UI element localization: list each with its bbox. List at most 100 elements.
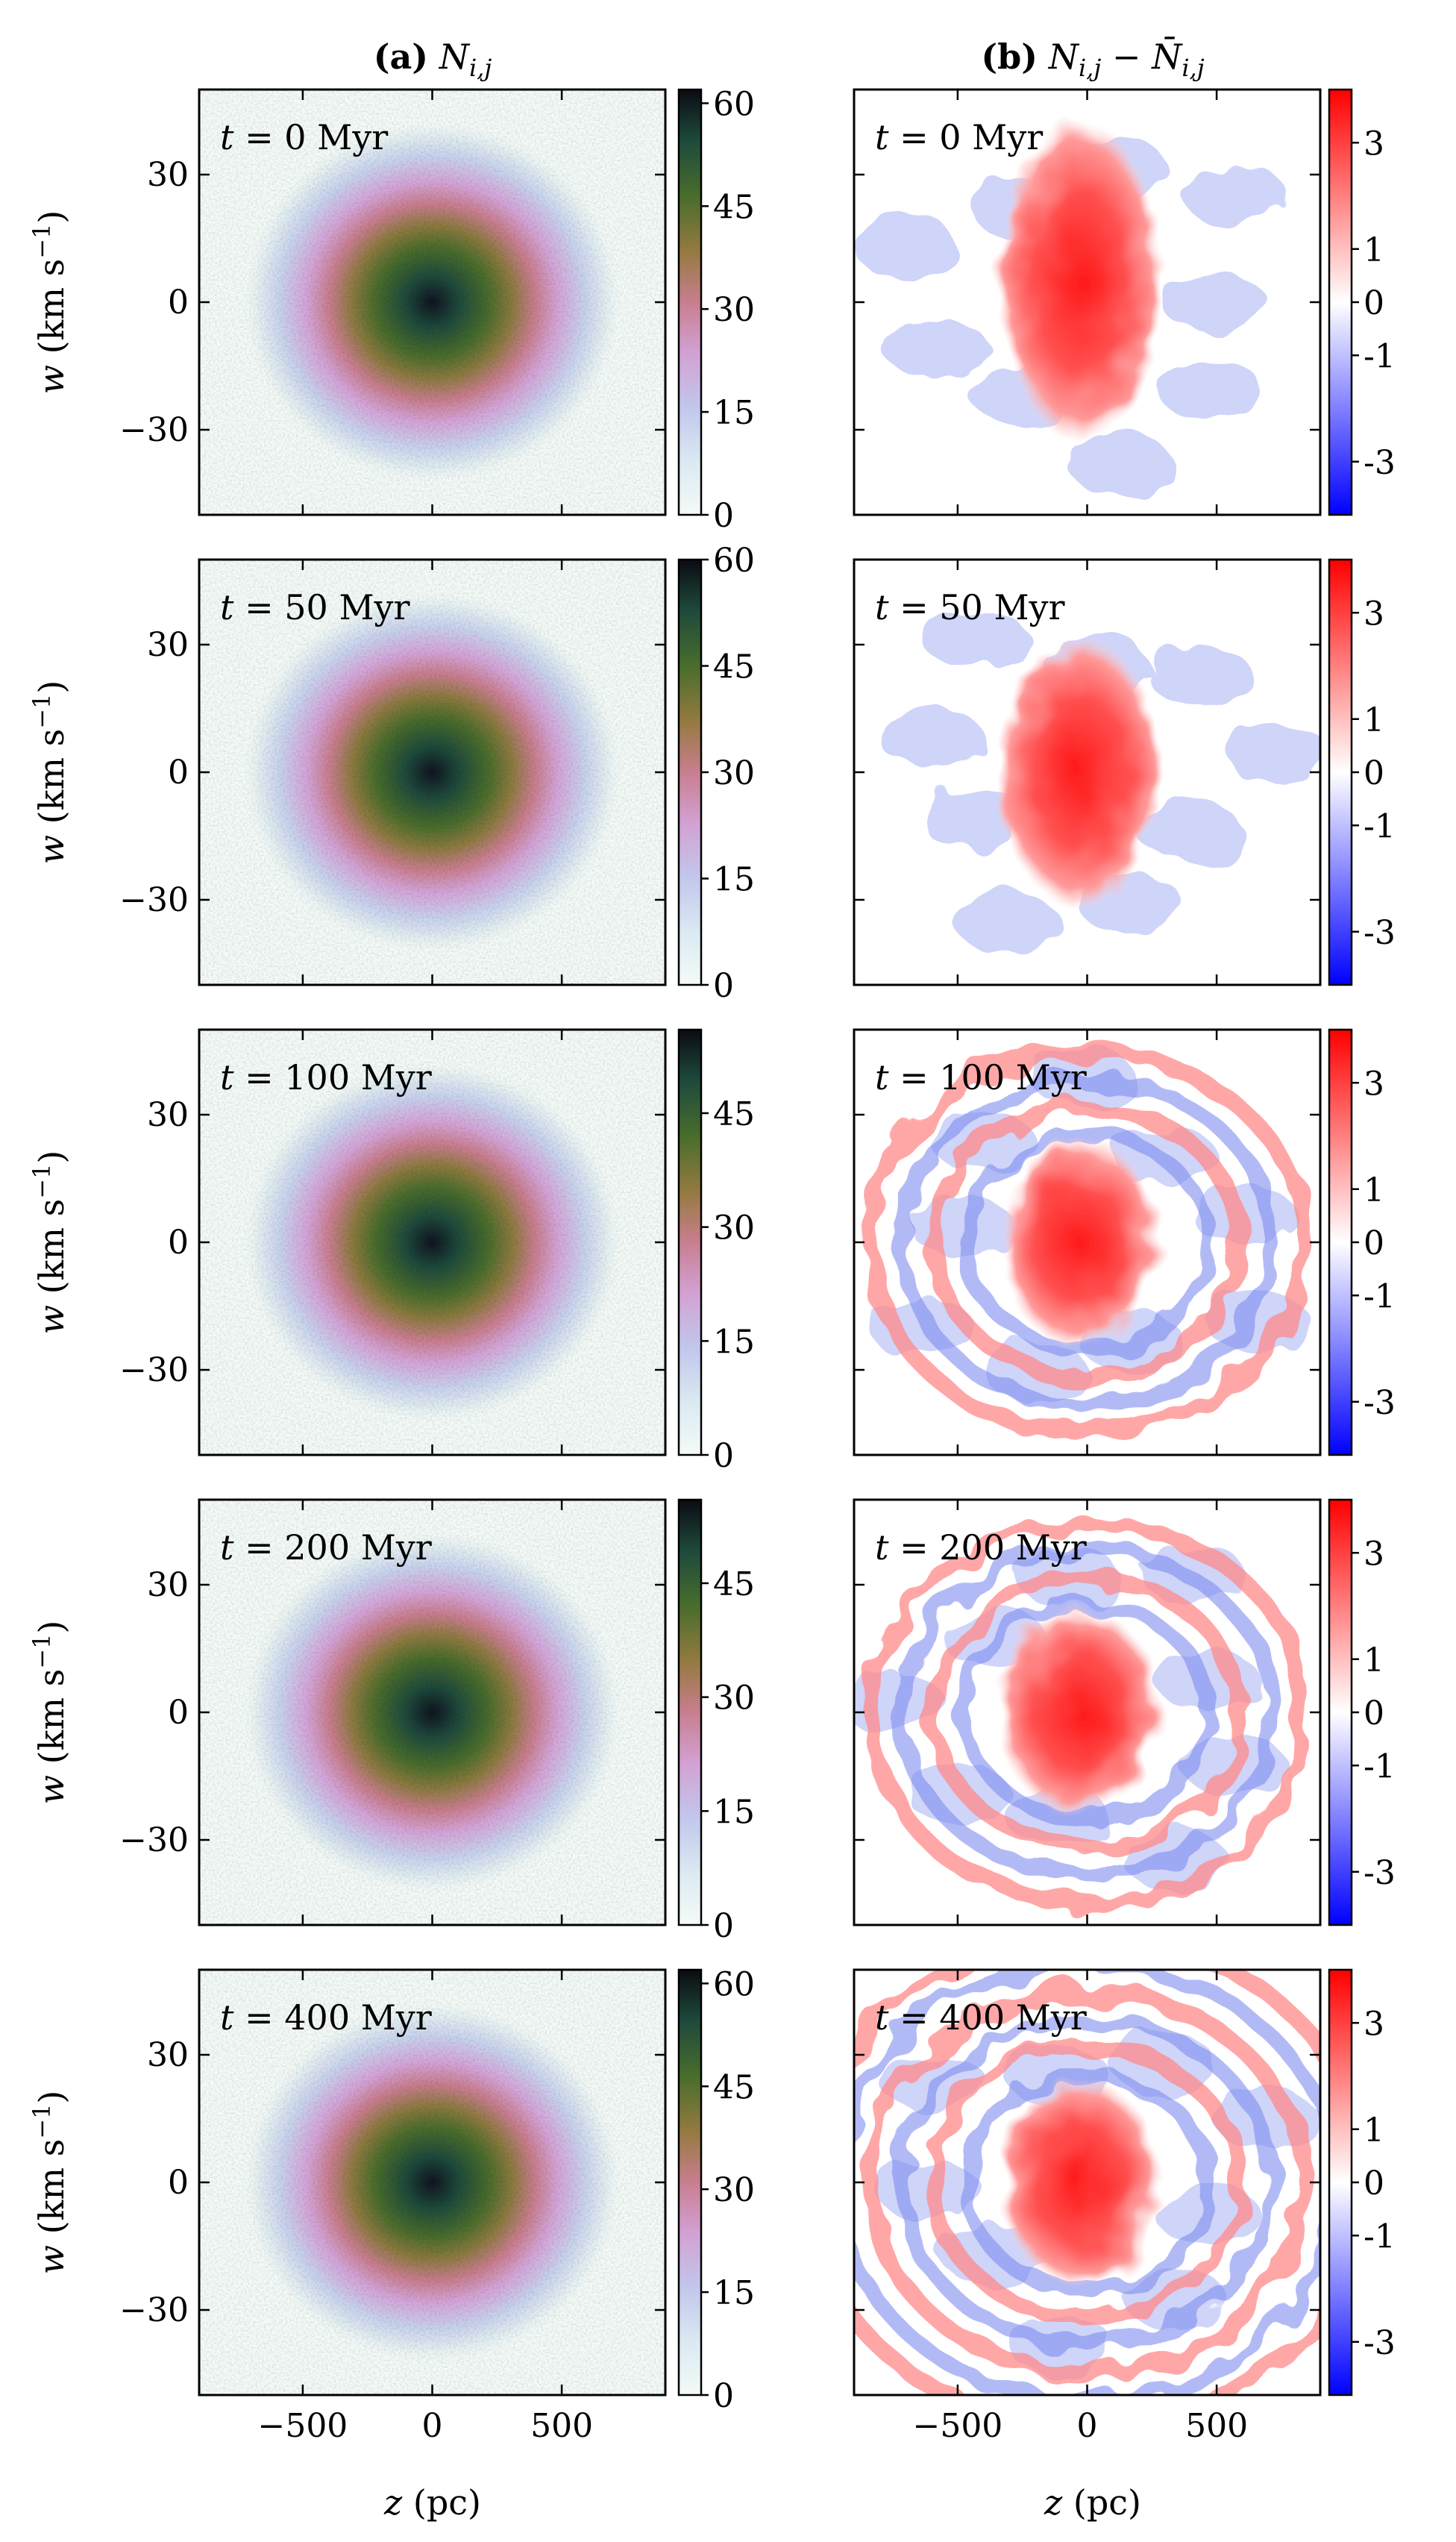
- colorbar-tick-label: 1: [1364, 2111, 1384, 2150]
- y-tick-label: −30: [119, 2291, 189, 2329]
- negative-patch: [955, 892, 1060, 953]
- residual-positive-core: [997, 2078, 1162, 2287]
- colorbar-tick-label: 45: [713, 648, 755, 686]
- colorbar-tick-label: 30: [713, 754, 755, 792]
- density-noise: [199, 1970, 665, 2395]
- negative-patch: [922, 608, 1027, 669]
- time-label: t = 400 Myr: [220, 1997, 432, 2038]
- colorbar-tick-label: -1: [1364, 807, 1396, 845]
- colorbar-gradient: [1328, 88, 1353, 516]
- density-noise: [199, 1030, 665, 1455]
- time-label: t = 50 Myr: [220, 587, 410, 627]
- panel-a-title-symbol: N: [439, 37, 471, 77]
- panel-b-colorbar: 3 1 0 -1 -3: [1328, 1968, 1396, 2397]
- y-tick-label: 30: [147, 2036, 189, 2074]
- residual-rings: [854, 1970, 1320, 2395]
- time-label: t = 200 Myr: [875, 1527, 1087, 1568]
- positive-core: [997, 1138, 1162, 1347]
- colorbar-tick-label: 1: [1364, 1641, 1384, 1679]
- colorbar-tick-label: 0: [713, 1437, 734, 1475]
- panel-b-colorbar: 3 1 0 -1 -3: [1328, 1498, 1396, 1926]
- time-label: t = 400 Myr: [875, 1997, 1087, 2038]
- residual-rings: [862, 1044, 1312, 1441]
- positive-ring: [926, 2040, 1249, 2325]
- y-axis-label: w (km s−1): [28, 1621, 72, 1805]
- x-axis-label-a: z (pc): [383, 2482, 481, 2523]
- negative-ring: [958, 1598, 1217, 1826]
- colorbar-gradient: [1328, 558, 1353, 986]
- colorbar-tick-label: 0: [1364, 754, 1384, 792]
- y-tick-label: 0: [168, 1694, 189, 1732]
- y-axis-label: w (km s−1): [28, 2091, 72, 2275]
- y-tick-label: 30: [147, 1096, 189, 1134]
- y-tick-label: 0: [168, 284, 189, 322]
- y-tick-label: 0: [168, 1224, 189, 1262]
- panel-b-colorbar: 3 1 0 -1 -3: [1328, 558, 1396, 986]
- residual-rings: [862, 1514, 1312, 1911]
- panel-b-row-1: t = 50 Myr 3 1 0 -1 -3: [853, 558, 1396, 986]
- x-tick-label: −500: [912, 2407, 1002, 2445]
- density-noise: [199, 1500, 665, 1925]
- colorbar-tick-label: -3: [1364, 1384, 1396, 1422]
- panel-b-row-2: t = 100 Myr 3 1 0 -1 -3: [853, 1028, 1396, 1456]
- positive-core: [997, 1608, 1162, 1817]
- time-label: t = 200 Myr: [220, 1527, 432, 1568]
- panel-a-row-1: 30 0 −30 t = 50 Myr w (km s−1) 0 15 30 45 60: [28, 542, 755, 1005]
- y-tick-label: 30: [147, 626, 189, 664]
- panel-a-row-3: 30 0 −30 t = 200 Myr w (km s−1) 0 15 30 45: [28, 1498, 755, 1945]
- colorbar-gradient: [1328, 1498, 1353, 1926]
- x-axis-label-b: z (pc): [1044, 2482, 1141, 2523]
- time-label: t = 100 Myr: [220, 1057, 432, 1098]
- colorbar-tick-label: 15: [713, 394, 755, 432]
- colorbar-tick-label: 60: [713, 85, 755, 123]
- panel-a-colorbar: 0 15 30 45 60: [677, 85, 755, 535]
- panel-a-title-bold: (a): [374, 37, 428, 77]
- panel-b-title-bold: (b): [981, 37, 1038, 77]
- negative-patch: [1158, 360, 1263, 420]
- negative-patch: [1183, 166, 1288, 226]
- panel-b-colorbar: 3 1 0 -1 -3: [1328, 88, 1396, 516]
- panel-a-title-subscript: i,j: [469, 54, 492, 82]
- colorbar-tick-label: -3: [1364, 1854, 1396, 1892]
- colorbar-tick-label: 60: [713, 542, 755, 580]
- negative-patch: [1228, 726, 1320, 786]
- colorbar-tick-label: 3: [1364, 1065, 1384, 1103]
- negative-ring: [958, 2068, 1217, 2297]
- y-tick-label: 30: [147, 156, 189, 194]
- positive-ring: [862, 1044, 1312, 1441]
- x-tick-label: 0: [1077, 2407, 1098, 2445]
- density-noise: [199, 90, 665, 515]
- negative-patch: [1161, 272, 1267, 332]
- panel-a-colorbar: 0 15 30 45 60: [677, 1965, 755, 2415]
- y-axis-label: w (km s−1): [28, 1151, 72, 1335]
- residual-positive-core: [997, 1138, 1162, 1347]
- colorbar-tick-label: 1: [1364, 231, 1384, 269]
- colorbar-tick-label: -3: [1364, 444, 1396, 482]
- colorbar-gradient: [1328, 1968, 1353, 2397]
- panel-b-row-0: t = 0 Myr 3 1 0 -1 -3: [853, 88, 1396, 516]
- colorbar-gradient: [677, 558, 703, 986]
- time-label: t = 0 Myr: [875, 117, 1043, 157]
- positive-ring: [862, 1984, 1312, 2381]
- x-axis-label-b-symbol: z: [1044, 2482, 1063, 2523]
- negative-ring: [894, 2012, 1280, 2352]
- residual-positive-core: [997, 118, 1162, 442]
- time-label: t = 100 Myr: [875, 1057, 1087, 1098]
- y-tick-label: 0: [168, 754, 189, 792]
- panel-b-title-symbol-1: N: [1048, 37, 1080, 77]
- positive-core: [997, 118, 1162, 442]
- colorbar-tick-label: 30: [713, 1209, 755, 1247]
- density-noise: [199, 560, 665, 985]
- colorbar-tick-label: 3: [1364, 125, 1384, 163]
- colorbar-tick-label: -3: [1364, 914, 1396, 952]
- negative-patch: [879, 708, 985, 768]
- negative-patch: [1068, 434, 1173, 495]
- positive-ring: [862, 1514, 1312, 1911]
- positive-ring: [926, 1570, 1249, 1855]
- colorbar-tick-label: 60: [713, 1965, 755, 2003]
- colorbar-tick-label: 15: [713, 1323, 755, 1361]
- negative-ring: [958, 1128, 1217, 1356]
- colorbar-tick-label: 0: [1364, 284, 1384, 322]
- x-axis-label-b-unit: (pc): [1062, 2482, 1141, 2523]
